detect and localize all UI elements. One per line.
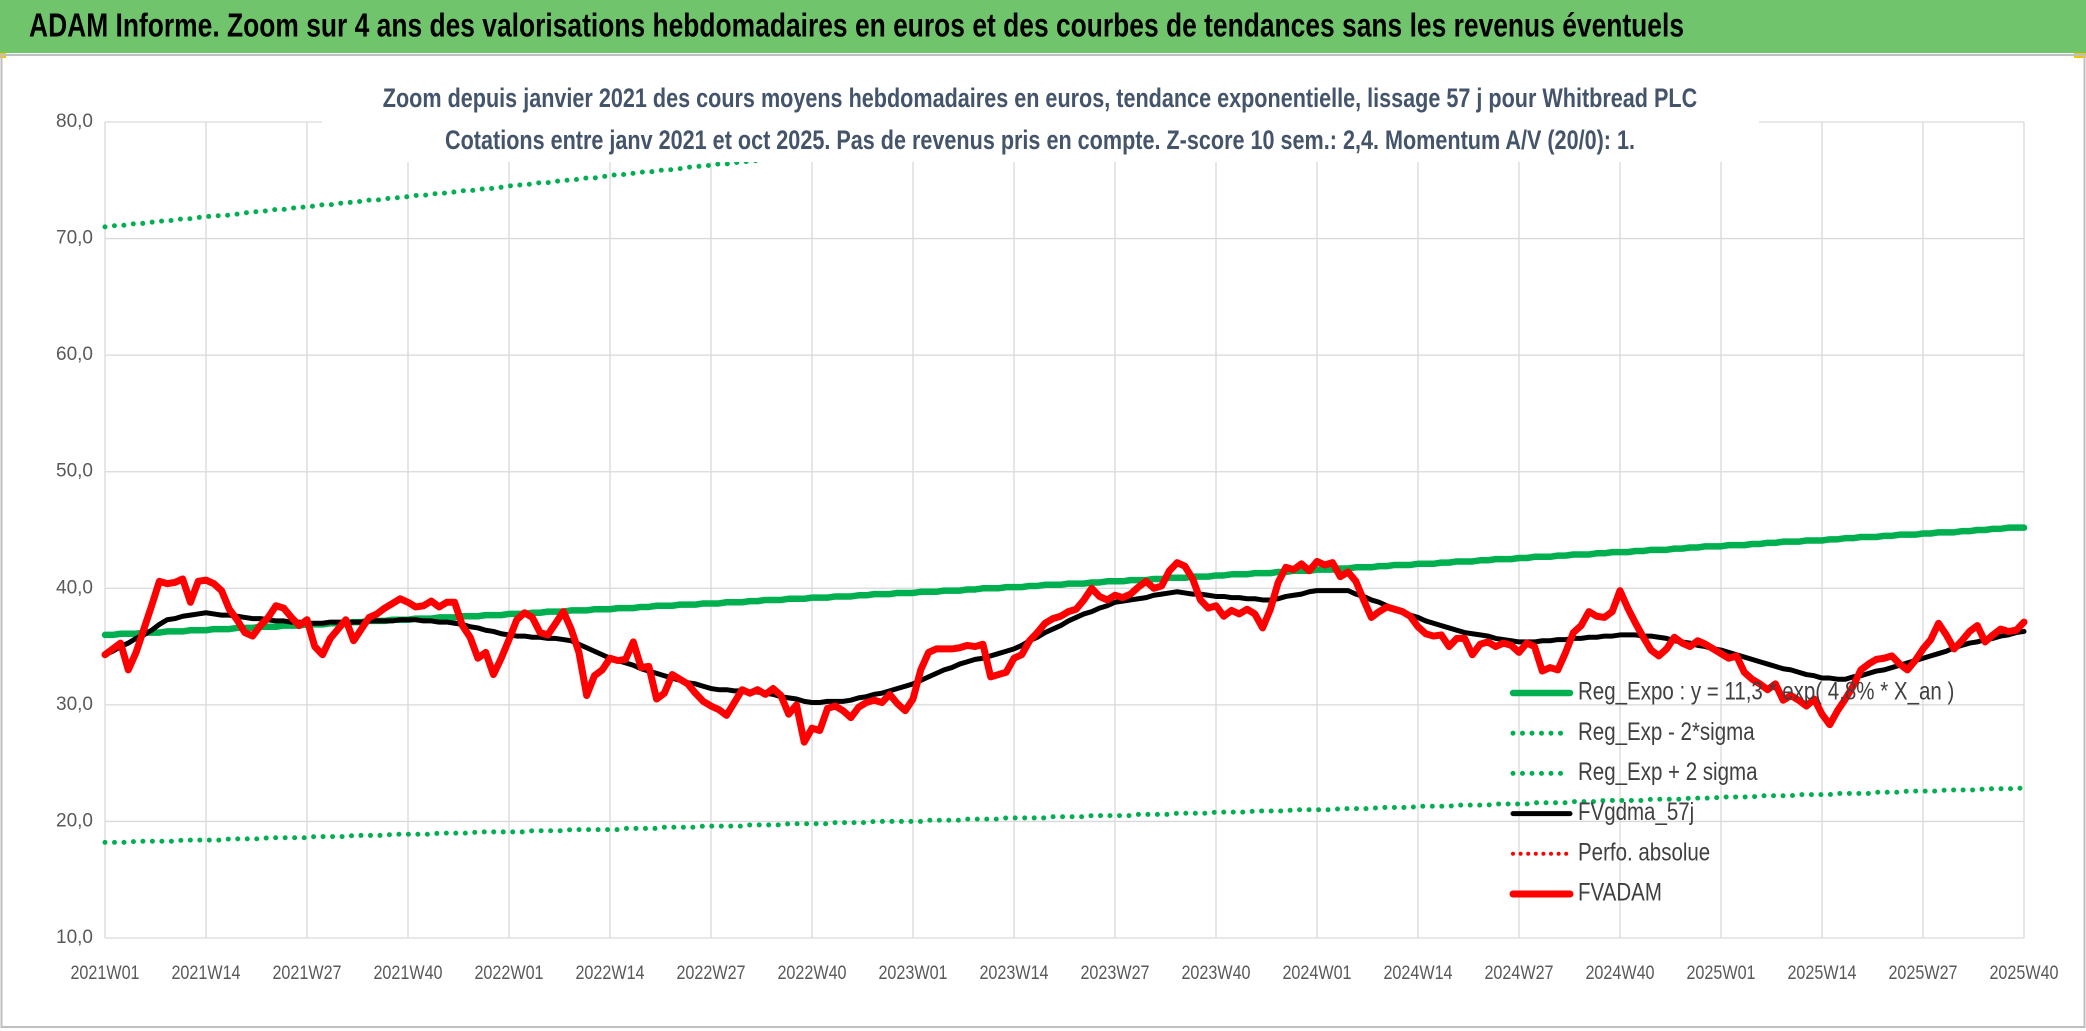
x-tick-label: 2023W27: [1080, 963, 1149, 984]
legend-label: Reg_Exp - 2*sigma: [1578, 718, 1755, 746]
x-tick-label: 2024W27: [1484, 963, 1553, 984]
y-tick-label: 10,0: [56, 927, 93, 948]
y-tick-label: 20,0: [56, 810, 93, 831]
x-tick-label: 2022W40: [777, 963, 846, 984]
y-tick-label: 60,0: [56, 344, 93, 365]
x-tick-label: 2022W27: [676, 963, 745, 984]
x-tick-label: 2024W14: [1383, 963, 1452, 984]
legend-label: Reg_Exp + 2 sigma: [1578, 758, 1758, 786]
x-tick-label: 2025W14: [1787, 963, 1856, 984]
series-line: [101, 557, 2028, 746]
series-line: [102, 785, 2027, 845]
x-tick-label: 2022W14: [575, 963, 644, 984]
x-tick-label: 2024W01: [1282, 963, 1351, 984]
axes: 10,0 20,0 30,0 40,0 50,0 60,0 70,0 80,0 2021W01 2…: [56, 111, 2059, 984]
x-tick-label: 2021W27: [272, 963, 341, 984]
x-tick-label: 2023W40: [1181, 963, 1250, 984]
header-bar: [0, 0, 2086, 53]
x-tick-label: 2021W14: [171, 963, 240, 984]
x-tick-label: 2023W01: [878, 963, 947, 984]
legend-label: Reg_Expo : y = 11,3 * exp( 4,8% * X_an ): [1578, 678, 1954, 706]
chart-subtitle: Cotations entre janv 2021 et oct 2025. P…: [445, 125, 1635, 155]
x-tick-label: 2023W14: [979, 963, 1048, 984]
x-tick-label: 2024W40: [1585, 963, 1654, 984]
y-tick-label: 70,0: [56, 228, 93, 249]
x-tick-label: 2025W40: [1989, 963, 2058, 984]
x-tick-label: 2022W01: [474, 963, 543, 984]
y-tick-label: 30,0: [56, 694, 93, 715]
chart-title: Zoom depuis janvier 2021 des cours moyen…: [383, 83, 1697, 113]
grid: [104, 121, 2025, 939]
y-tick-label: 40,0: [56, 577, 93, 598]
legend-label: FVgdma_57j: [1578, 798, 1694, 826]
legend-label: FVADAM: [1578, 879, 1662, 907]
x-tick-label: 2025W27: [1888, 963, 1957, 984]
y-tick-label: 50,0: [56, 461, 93, 482]
y-tick-label: 80,0: [56, 111, 93, 132]
legend-label: Perfo. absolue: [1578, 838, 1710, 866]
x-tick-label: 2021W01: [70, 963, 139, 984]
page-header: ADAM Informe. Zoom sur 4 ans des valoris…: [29, 7, 1684, 44]
x-tick-label: 2025W01: [1686, 963, 1755, 984]
title-box: [322, 80, 1759, 162]
chart-frame: [0, 54, 2086, 1028]
x-tick-label: 2021W40: [373, 963, 442, 984]
legend: Reg_Expo : y = 11,3 * exp( 4,8% * X_an )…: [1509, 678, 1954, 907]
